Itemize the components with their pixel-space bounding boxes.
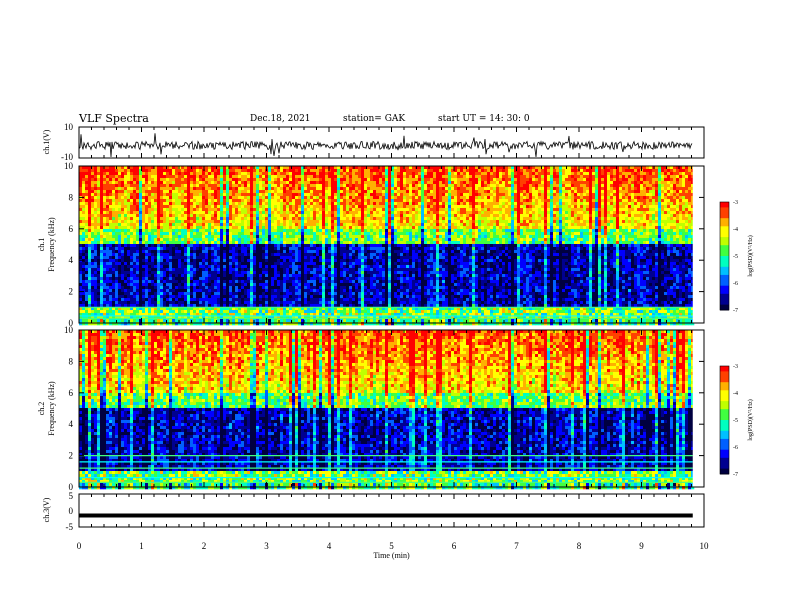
ch1-spectrogram-image (79, 166, 704, 325)
ch2-ytick-label: 10 (64, 325, 74, 335)
ch2-colorbar-tick: -3 (733, 364, 738, 370)
figure-title: VLF Spectra (79, 112, 149, 125)
ch1-ytick-label: 10 (64, 161, 74, 171)
ch2-ylabel-frequency: Frequency (kHz) (47, 381, 56, 436)
ch1-colorbar-tick: -7 (733, 308, 738, 314)
date-label: Dec.18, 2021 (250, 114, 311, 124)
ch2-ytick-label: 6 (69, 388, 74, 398)
ch1-ylabel-frequency: Frequency (kHz) (47, 217, 56, 272)
ch2-spectrogram-image (79, 330, 704, 489)
ch1-ylabel: ch.1(V) (42, 129, 51, 154)
ch1-colorbar-tick: -5 (733, 254, 738, 260)
ch1-colorbar-tick: -3 (733, 200, 738, 206)
xtick-label: 2 (202, 541, 207, 551)
ch1-ytick-label: -10 (61, 152, 73, 162)
ch2-colorbar-tick: -6 (733, 445, 738, 451)
ch1-ytick-label: 8 (69, 192, 74, 202)
ch3-ytick-label: -5 (66, 522, 74, 532)
xtick-label: 3 (264, 541, 269, 551)
xtick-label: 10 (700, 541, 710, 551)
ch2-colorbar-tick: -4 (733, 391, 738, 397)
start-time-label: start UT = 14: 30: 0 (438, 114, 530, 124)
ch3-ytick-label: 0 (69, 506, 74, 516)
ch3-ylabel: ch.3(V) (42, 497, 51, 522)
ch1-waveform-line (79, 133, 692, 157)
ch1-ytick-label: 4 (69, 255, 74, 265)
ch2-ytick-label: 8 (69, 356, 74, 366)
xtick-label: 8 (577, 541, 582, 551)
ch2-colorbar-label: log(PSD)(V²/Hz) (747, 399, 754, 440)
ch1-ytick-label: 6 (69, 224, 74, 234)
station-label: station= GAK (343, 114, 405, 124)
xtick-label: 1 (139, 541, 144, 551)
xtick-label: 0 (77, 541, 82, 551)
ch3-ytick-label: 5 (69, 491, 74, 501)
ch1-ytick-label: 2 (69, 287, 74, 297)
ch1-colorbar-tick: -4 (733, 227, 738, 233)
ch2-ylabel-channel: ch.2 (37, 402, 46, 416)
xaxis-label: Time (min) (373, 551, 410, 560)
ch1-colorbar-tick: -6 (733, 281, 738, 287)
ch2-ytick-label: 2 (69, 451, 74, 461)
xtick-label: 9 (639, 541, 644, 551)
xtick-label: 4 (327, 541, 332, 551)
ch2-colorbar-tick: -5 (733, 418, 738, 424)
ch1-ylabel-channel: ch.1 (37, 238, 46, 252)
xtick-label: 5 (389, 541, 394, 551)
ch1-ytick-label: 10 (64, 122, 74, 132)
ch1-colorbar-label: log(PSD)(V²/Hz) (747, 235, 754, 276)
ch2-ytick-label: 4 (69, 419, 74, 429)
xtick-label: 7 (514, 541, 519, 551)
xtick-label: 6 (452, 541, 457, 551)
ch2-colorbar-tick: -7 (733, 472, 738, 478)
